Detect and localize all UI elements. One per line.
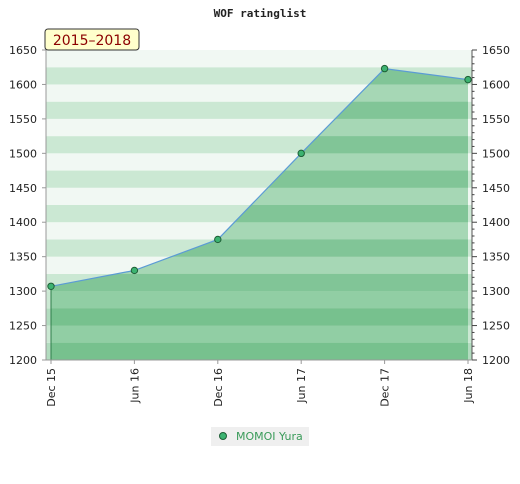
background-band — [46, 67, 472, 85]
background-band — [46, 239, 472, 257]
y-tick-label-left: 1550 — [9, 113, 37, 126]
background-band — [46, 50, 472, 68]
y-tick-label-left: 1450 — [9, 182, 37, 195]
background-band — [46, 101, 472, 119]
legend[interactable]: MOMOI Yura — [211, 427, 309, 446]
x-tick-label: Dec 17 — [379, 368, 392, 407]
y-tick-label-right: 1350 — [482, 251, 510, 264]
background-band — [46, 136, 472, 154]
area-stripe — [51, 308, 468, 326]
right-axis-minor-ticks — [472, 56, 475, 354]
y-tick-label-left: 1400 — [9, 216, 37, 229]
background-band — [46, 308, 472, 326]
y-tick-label-left: 1500 — [9, 147, 37, 160]
area-stripe — [51, 342, 468, 360]
background-band — [46, 170, 472, 188]
legend-marker — [219, 432, 227, 440]
y-tick-label-left: 1600 — [9, 78, 37, 91]
y-tick-label-left: 1200 — [9, 354, 37, 367]
y-tick-label-right: 1550 — [482, 113, 510, 126]
x-axis-labels: Dec 15 Jun 16 Dec 16 Jun 17 Dec 17 Jun 18 — [45, 360, 475, 407]
y-tick-label-right: 1450 — [482, 182, 510, 195]
y-tick-label-left: 1650 — [9, 44, 37, 57]
series-line — [50, 67, 469, 360]
background-bands — [46, 50, 472, 360]
x-tick-label: Jun 17 — [295, 368, 308, 404]
background-band — [46, 222, 472, 240]
background-band — [46, 273, 472, 292]
data-point[interactable] — [380, 64, 389, 73]
legend-item-label: MOMOI Yura — [236, 430, 303, 443]
y-tick-label-right: 1600 — [482, 78, 510, 91]
y-tick-label-left: 1250 — [9, 320, 37, 333]
area-stripe — [51, 273, 468, 292]
y-tick-label-right: 1300 — [482, 285, 510, 298]
data-point[interactable] — [297, 149, 305, 158]
series-line-path — [50, 67, 469, 287]
data-point[interactable] — [214, 235, 222, 244]
y-tick-label-right: 1250 — [482, 320, 510, 333]
background-band — [46, 153, 472, 171]
x-tick-label: Dec 15 — [45, 368, 58, 407]
y-tick-label-right: 1400 — [482, 216, 510, 229]
data-markers — [47, 64, 472, 290]
period-label-text: 2015–2018 — [53, 33, 131, 49]
background-band — [46, 325, 472, 343]
y-axis-left-labels: 1200 1250 1300 1350 1400 1450 1500 1550 1600 1650 — [9, 44, 46, 367]
data-point[interactable] — [130, 266, 139, 275]
data-point[interactable] — [464, 75, 472, 84]
data-point[interactable] — [47, 282, 55, 290]
background-band — [46, 342, 472, 360]
background-band — [46, 256, 472, 274]
y-tick-label-right: 1200 — [482, 354, 510, 367]
chart-title: WOF ratinglist — [214, 7, 307, 20]
x-tick-label: Dec 16 — [212, 368, 225, 407]
x-tick-label: Jun 16 — [128, 368, 141, 404]
y-tick-label-right: 1650 — [482, 44, 510, 57]
background-band — [46, 118, 472, 137]
y-tick-label-right: 1500 — [482, 147, 510, 160]
y-tick-label-left: 1300 — [9, 285, 37, 298]
background-band — [46, 205, 472, 223]
y-tick-label-left: 1350 — [9, 251, 37, 264]
background-band — [46, 291, 472, 309]
period-label: 2015–2018 — [44, 28, 140, 51]
x-tick-label: Jun 18 — [462, 368, 475, 404]
y-axis-right-labels: 1200 1250 1300 1350 1400 1450 1500 1550 1600 1650 — [472, 44, 510, 367]
area-polygon — [51, 68, 468, 360]
